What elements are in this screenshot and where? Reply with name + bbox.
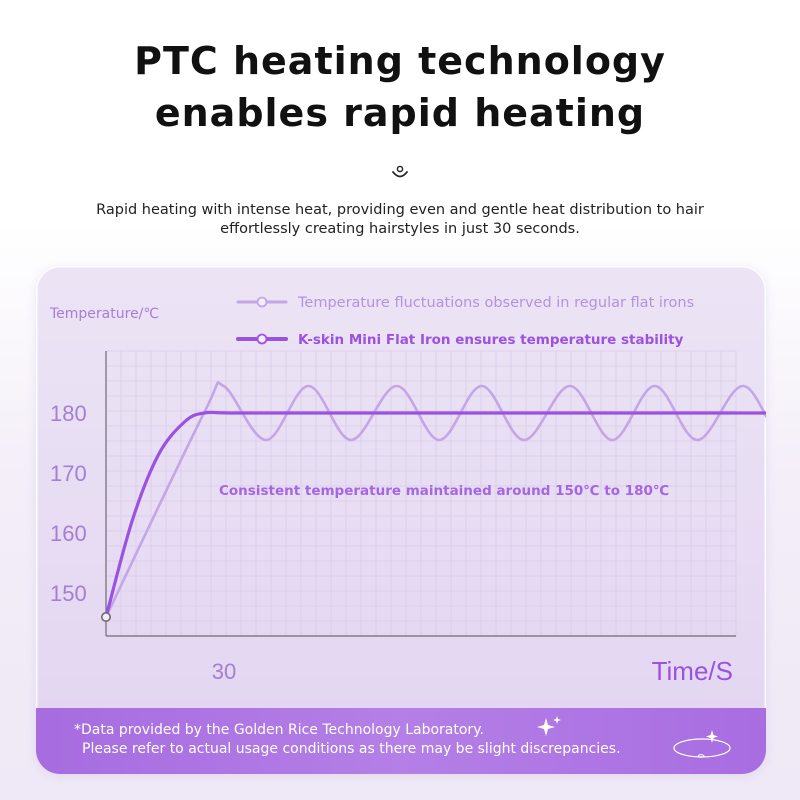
- legend-label-1: Temperature fluctuations observed in reg…: [297, 295, 694, 311]
- y-axis-title: Temperature/℃: [49, 306, 159, 322]
- temperature-chart: 150 160 170 180 30 Temperature/℃ Time/S Consist…: [49, 295, 766, 686]
- chart-labels: 150 160 170 180 30 Temperature/℃ Time/S Consist…: [49, 295, 733, 686]
- chart-grid: [106, 350, 737, 637]
- subtitle-line-1: Rapid heating with intense heat, providi…: [96, 202, 704, 218]
- subtitle: Rapid heating with intense heat, providi…: [40, 201, 760, 239]
- chart-series: [101, 381, 766, 622]
- planet-ring-icon: [673, 730, 731, 758]
- y-tick-label: 160: [50, 521, 87, 546]
- y-tick-label: 150: [50, 581, 87, 606]
- origin-marker: [101, 611, 112, 622]
- chart-axes: [105, 351, 736, 637]
- smile-arc-icon: [392, 165, 408, 178]
- legend-marker-2: [256, 333, 268, 345]
- legend-label-2: K-skin Mini Flat Iron ensures temperatur…: [298, 332, 684, 348]
- footnote-line-1: *Data provided by the Golden Rice Techno…: [74, 722, 484, 738]
- headline-line-1: PTC heating technology: [134, 39, 666, 83]
- y-tick-label: 170: [50, 461, 87, 486]
- chart-annotation: Consistent temperature maintained around…: [219, 483, 669, 499]
- sparkle-icon: [537, 716, 561, 736]
- footnote-line-2: Please refer to actual usage conditions …: [82, 741, 621, 757]
- chart-card: 150 160 170 180 30 Temperature/℃ Time/S Consist…: [36, 266, 766, 774]
- subtitle-line-2: effortlessly creating hairstyles in just…: [220, 221, 580, 237]
- legend-marker-1: [256, 296, 268, 308]
- x-axis-title: Time/S: [652, 656, 733, 686]
- headline-line-2: enables rapid heating: [154, 91, 646, 135]
- series-line-2: [104, 410, 766, 619]
- series-line-1: [104, 381, 766, 619]
- footnote-banner: *Data provided by the Golden Rice Techno…: [36, 708, 766, 774]
- x-tick-label: 30: [212, 659, 236, 684]
- y-tick-label: 180: [50, 401, 87, 426]
